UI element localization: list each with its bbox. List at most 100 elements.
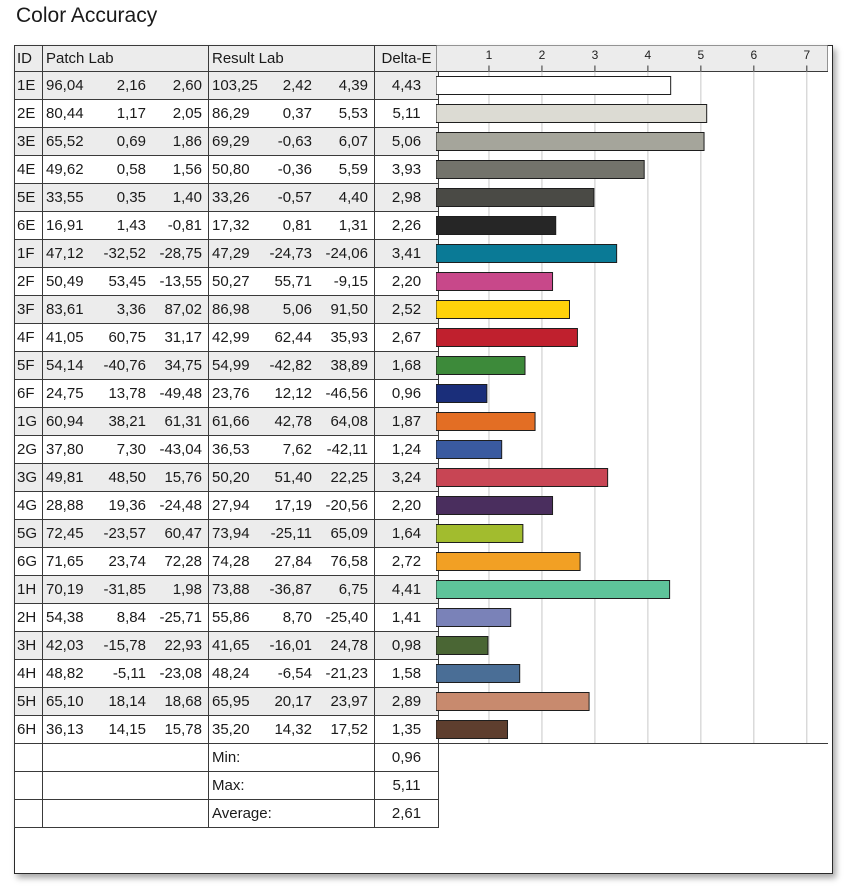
result-lab-value: 42,99	[212, 329, 250, 346]
table-row: 4F 41,05 60,75 31,17 42,99 62,44 35,93 2,67	[14, 323, 439, 352]
delta-e-cell: 1,58	[374, 659, 439, 688]
result-lab-cell: 50,80 -0,36 5,59	[208, 155, 375, 184]
result-lab-value: 23,76	[212, 385, 250, 402]
table-header-row: ID Patch Lab Result Lab Delta-E	[14, 45, 439, 72]
patch-id-cell: 2G	[14, 435, 43, 464]
patch-lab-value: 15,76	[164, 469, 202, 486]
summary-blank-cell	[42, 743, 209, 772]
patch-lab-value: -23,08	[159, 665, 202, 682]
tick-label: 3	[592, 48, 599, 62]
result-lab-value: 4,40	[338, 189, 368, 206]
table-row: 2H 54,38 8,84 -25,71 55,86 8,70 -25,40 1,41	[14, 603, 439, 632]
result-lab-value: 4,39	[338, 77, 368, 94]
patch-lab-value: 60,47	[164, 525, 202, 542]
tick-label: 2	[539, 48, 546, 62]
patch-lab-value: 0,58	[116, 161, 146, 178]
patch-lab-cell: 47,12 -32,52 -28,75	[42, 239, 209, 268]
patch-lab-value: 96,04	[46, 77, 84, 94]
delta-e-cell: 2,52	[374, 295, 439, 324]
patch-lab-value: -28,75	[159, 245, 202, 262]
bar-6F	[436, 384, 488, 403]
result-lab-value: 5,59	[338, 161, 368, 178]
patch-id-cell: 5F	[14, 351, 43, 380]
result-lab-value: -0,63	[277, 133, 312, 150]
result-lab-value: 5,53	[338, 105, 368, 122]
result-lab-value: -16,01	[269, 637, 312, 654]
patch-lab-value: 22,93	[164, 637, 202, 654]
patch-id-cell: 6H	[14, 715, 43, 744]
patch-id-cell: 1G	[14, 407, 43, 436]
patch-lab-cell: 36,13 14,15 15,78	[42, 715, 209, 744]
table-row: 3F 83,61 3,36 87,02 86,98 5,06 91,50 2,52	[14, 295, 439, 324]
patch-lab-value: 54,38	[46, 609, 84, 626]
patch-id-cell: 2E	[14, 99, 43, 128]
patch-id-cell: 2F	[14, 267, 43, 296]
patch-id-cell: 6G	[14, 547, 43, 576]
patch-id-cell: 4H	[14, 659, 43, 688]
result-lab-value: 20,17	[274, 693, 312, 710]
patch-lab-value: -13,55	[159, 273, 202, 290]
summary-label: Min:	[208, 743, 375, 772]
patch-lab-cell: 54,38 8,84 -25,71	[42, 603, 209, 632]
bar-4F	[436, 328, 578, 347]
patch-lab-value: -40,76	[103, 357, 146, 374]
delta-e-cell: 2,98	[374, 183, 439, 212]
summary-value: 2,61	[374, 799, 439, 828]
bar-1H	[436, 580, 671, 599]
bar-2H	[436, 608, 512, 627]
patch-lab-value: 2,16	[116, 77, 146, 94]
patch-lab-value: 83,61	[46, 301, 84, 318]
result-lab-value: -25,40	[325, 609, 368, 626]
result-lab-value: 50,20	[212, 469, 250, 486]
bar-5G	[436, 524, 524, 543]
summary-row: Min: 0,96	[14, 743, 439, 772]
header-id: ID	[14, 45, 43, 72]
delta-e-cell: 1,41	[374, 603, 439, 632]
patch-lab-value: 28,88	[46, 497, 84, 514]
table-row: 2G 37,80 7,30 -43,04 36,53 7,62 -42,11 1,24	[14, 435, 439, 464]
bar-6G	[436, 552, 581, 571]
patch-lab-value: 54,14	[46, 357, 84, 374]
result-lab-value: 55,86	[212, 609, 250, 626]
patch-lab-cell: 83,61 3,36 87,02	[42, 295, 209, 324]
bar-4H	[436, 664, 521, 683]
patch-lab-value: -5,11	[112, 665, 146, 682]
patch-lab-value: -43,04	[159, 441, 202, 458]
result-lab-value: 2,42	[282, 77, 312, 94]
delta-e-cell: 1,68	[374, 351, 439, 380]
summary-value: 5,11	[374, 771, 439, 800]
bar-6E	[436, 216, 557, 235]
result-lab-cell: 69,29 -0,63 6,07	[208, 127, 375, 156]
result-lab-value: 24,78	[330, 637, 368, 654]
patch-lab-value: 1,56	[172, 161, 202, 178]
delta-e-cell: 3,41	[374, 239, 439, 268]
summary-blank-cell	[42, 771, 209, 800]
patch-lab-value: 60,75	[108, 329, 146, 346]
patch-lab-value: 65,52	[46, 133, 84, 150]
summary-label: Max:	[208, 771, 375, 800]
patch-lab-cell: 42,03 -15,78 22,93	[42, 631, 209, 660]
result-lab-value: 22,25	[330, 469, 368, 486]
patch-id-cell: 5E	[14, 183, 43, 212]
patch-lab-value: 42,03	[46, 637, 84, 654]
result-lab-value: 23,97	[330, 693, 368, 710]
result-lab-cell: 50,20 51,40 22,25	[208, 463, 375, 492]
summary-blank-cell	[14, 743, 43, 772]
result-lab-cell: 73,88 -36,87 6,75	[208, 575, 375, 604]
result-lab-value: 0,81	[282, 217, 312, 234]
bar-4G	[436, 496, 554, 515]
result-lab-value: 35,20	[212, 721, 250, 738]
result-lab-value: 27,84	[274, 553, 312, 570]
delta-e-cell: 0,96	[374, 379, 439, 408]
result-lab-cell: 61,66 42,78 64,08	[208, 407, 375, 436]
patch-lab-value: -49,48	[159, 385, 202, 402]
patch-lab-value: 24,75	[46, 385, 84, 402]
summary-row: Average: 2,61	[14, 799, 439, 828]
patch-lab-value: 41,05	[46, 329, 84, 346]
patch-lab-value: 48,82	[46, 665, 84, 682]
tick-label: 7	[803, 48, 810, 62]
result-lab-cell: 55,86 8,70 -25,40	[208, 603, 375, 632]
patch-lab-value: 50,49	[46, 273, 84, 290]
patch-lab-cell: 49,62 0,58 1,56	[42, 155, 209, 184]
result-lab-cell: 48,24 -6,54 -21,23	[208, 659, 375, 688]
